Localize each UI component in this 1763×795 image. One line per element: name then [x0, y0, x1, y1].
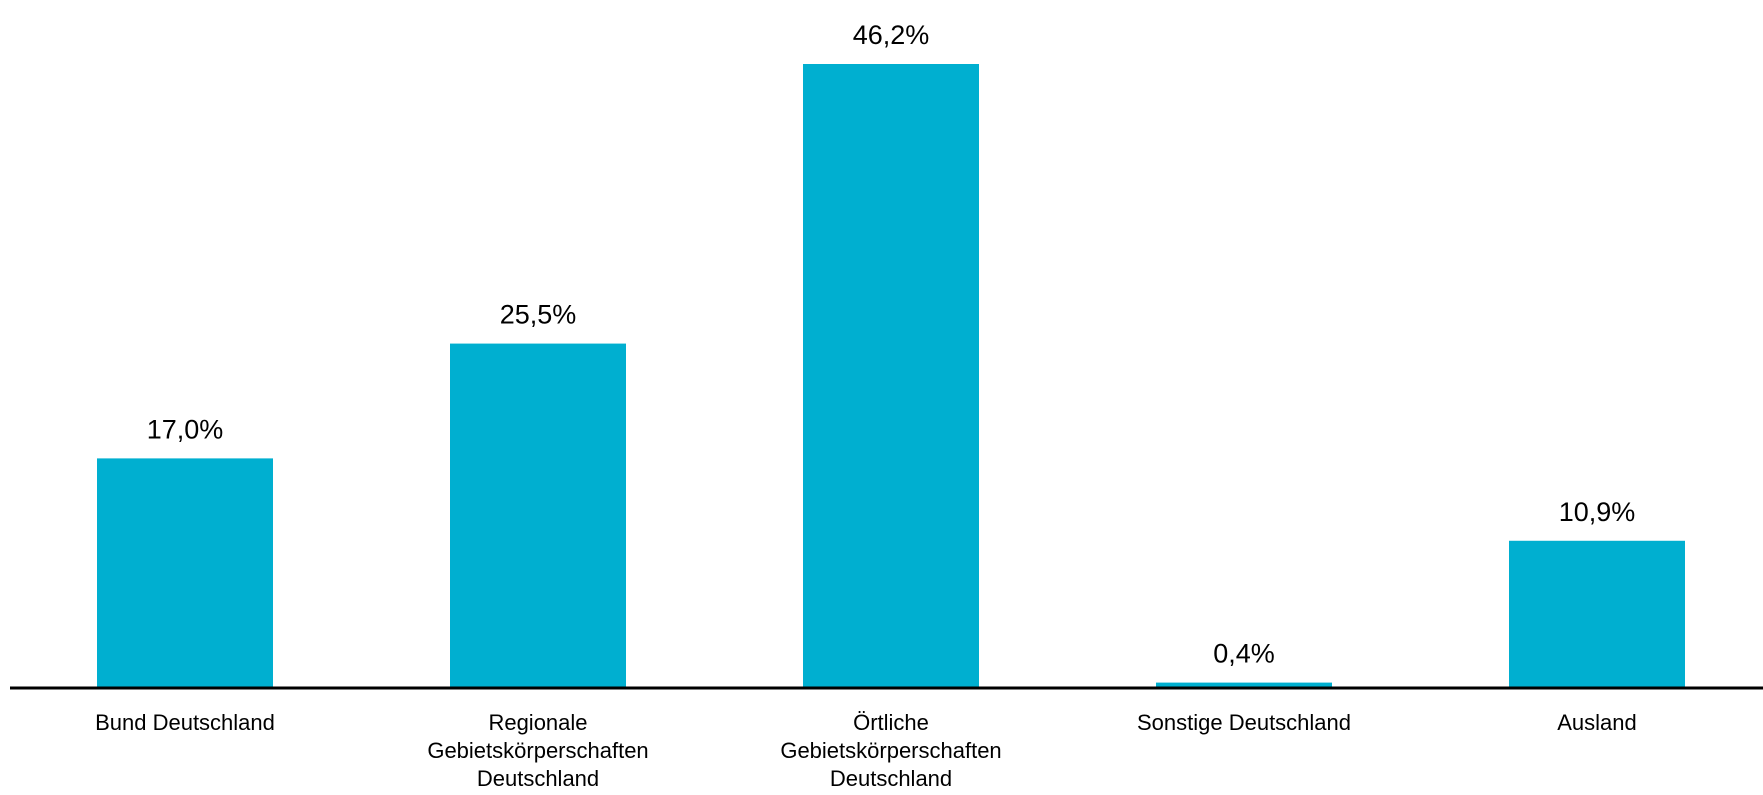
bar-4 — [1509, 540, 1685, 688]
bar-0 — [97, 458, 273, 688]
bar-2 — [803, 64, 979, 688]
category-label-0: Bund Deutschland — [95, 710, 275, 735]
category-label-2-line-1: Gebietskörperschaften — [780, 738, 1001, 763]
category-label-2-line-2: Deutschland — [830, 766, 952, 791]
category-labels-layer: Bund Deutschland Regionale Gebietskörpersc… — [95, 710, 1637, 791]
category-label-2-line-0: Örtliche — [853, 710, 929, 735]
category-label-0-line-0: Bund Deutschland — [95, 710, 275, 735]
data-label-3: 0,4% — [1213, 639, 1275, 669]
category-label-3: Sonstige Deutschland — [1137, 710, 1351, 735]
data-label-4: 10,9% — [1559, 497, 1636, 527]
category-label-4: Ausland — [1557, 710, 1637, 735]
bars-layer — [97, 64, 1685, 688]
bar-3 — [1156, 682, 1332, 688]
category-label-1: Regionale Gebietskörperschaften Deutschlan… — [427, 710, 648, 791]
category-label-4-line-0: Ausland — [1557, 710, 1637, 735]
category-label-1-line-2: Deutschland — [477, 766, 599, 791]
data-label-2: 46,2% — [853, 20, 930, 50]
category-label-1-line-0: Regionale — [488, 710, 587, 735]
data-label-0: 17,0% — [147, 414, 224, 444]
category-label-3-line-0: Sonstige Deutschland — [1137, 710, 1351, 735]
bar-1 — [450, 343, 626, 688]
category-label-1-line-1: Gebietskörperschaften — [427, 738, 648, 763]
value-labels-layer: 17,0% 25,5% 46,2% 0,4% 10,9% — [147, 20, 1636, 669]
data-label-1: 25,5% — [500, 300, 577, 330]
category-label-2: Örtliche Gebietskörperschaften Deutschland — [780, 710, 1001, 791]
